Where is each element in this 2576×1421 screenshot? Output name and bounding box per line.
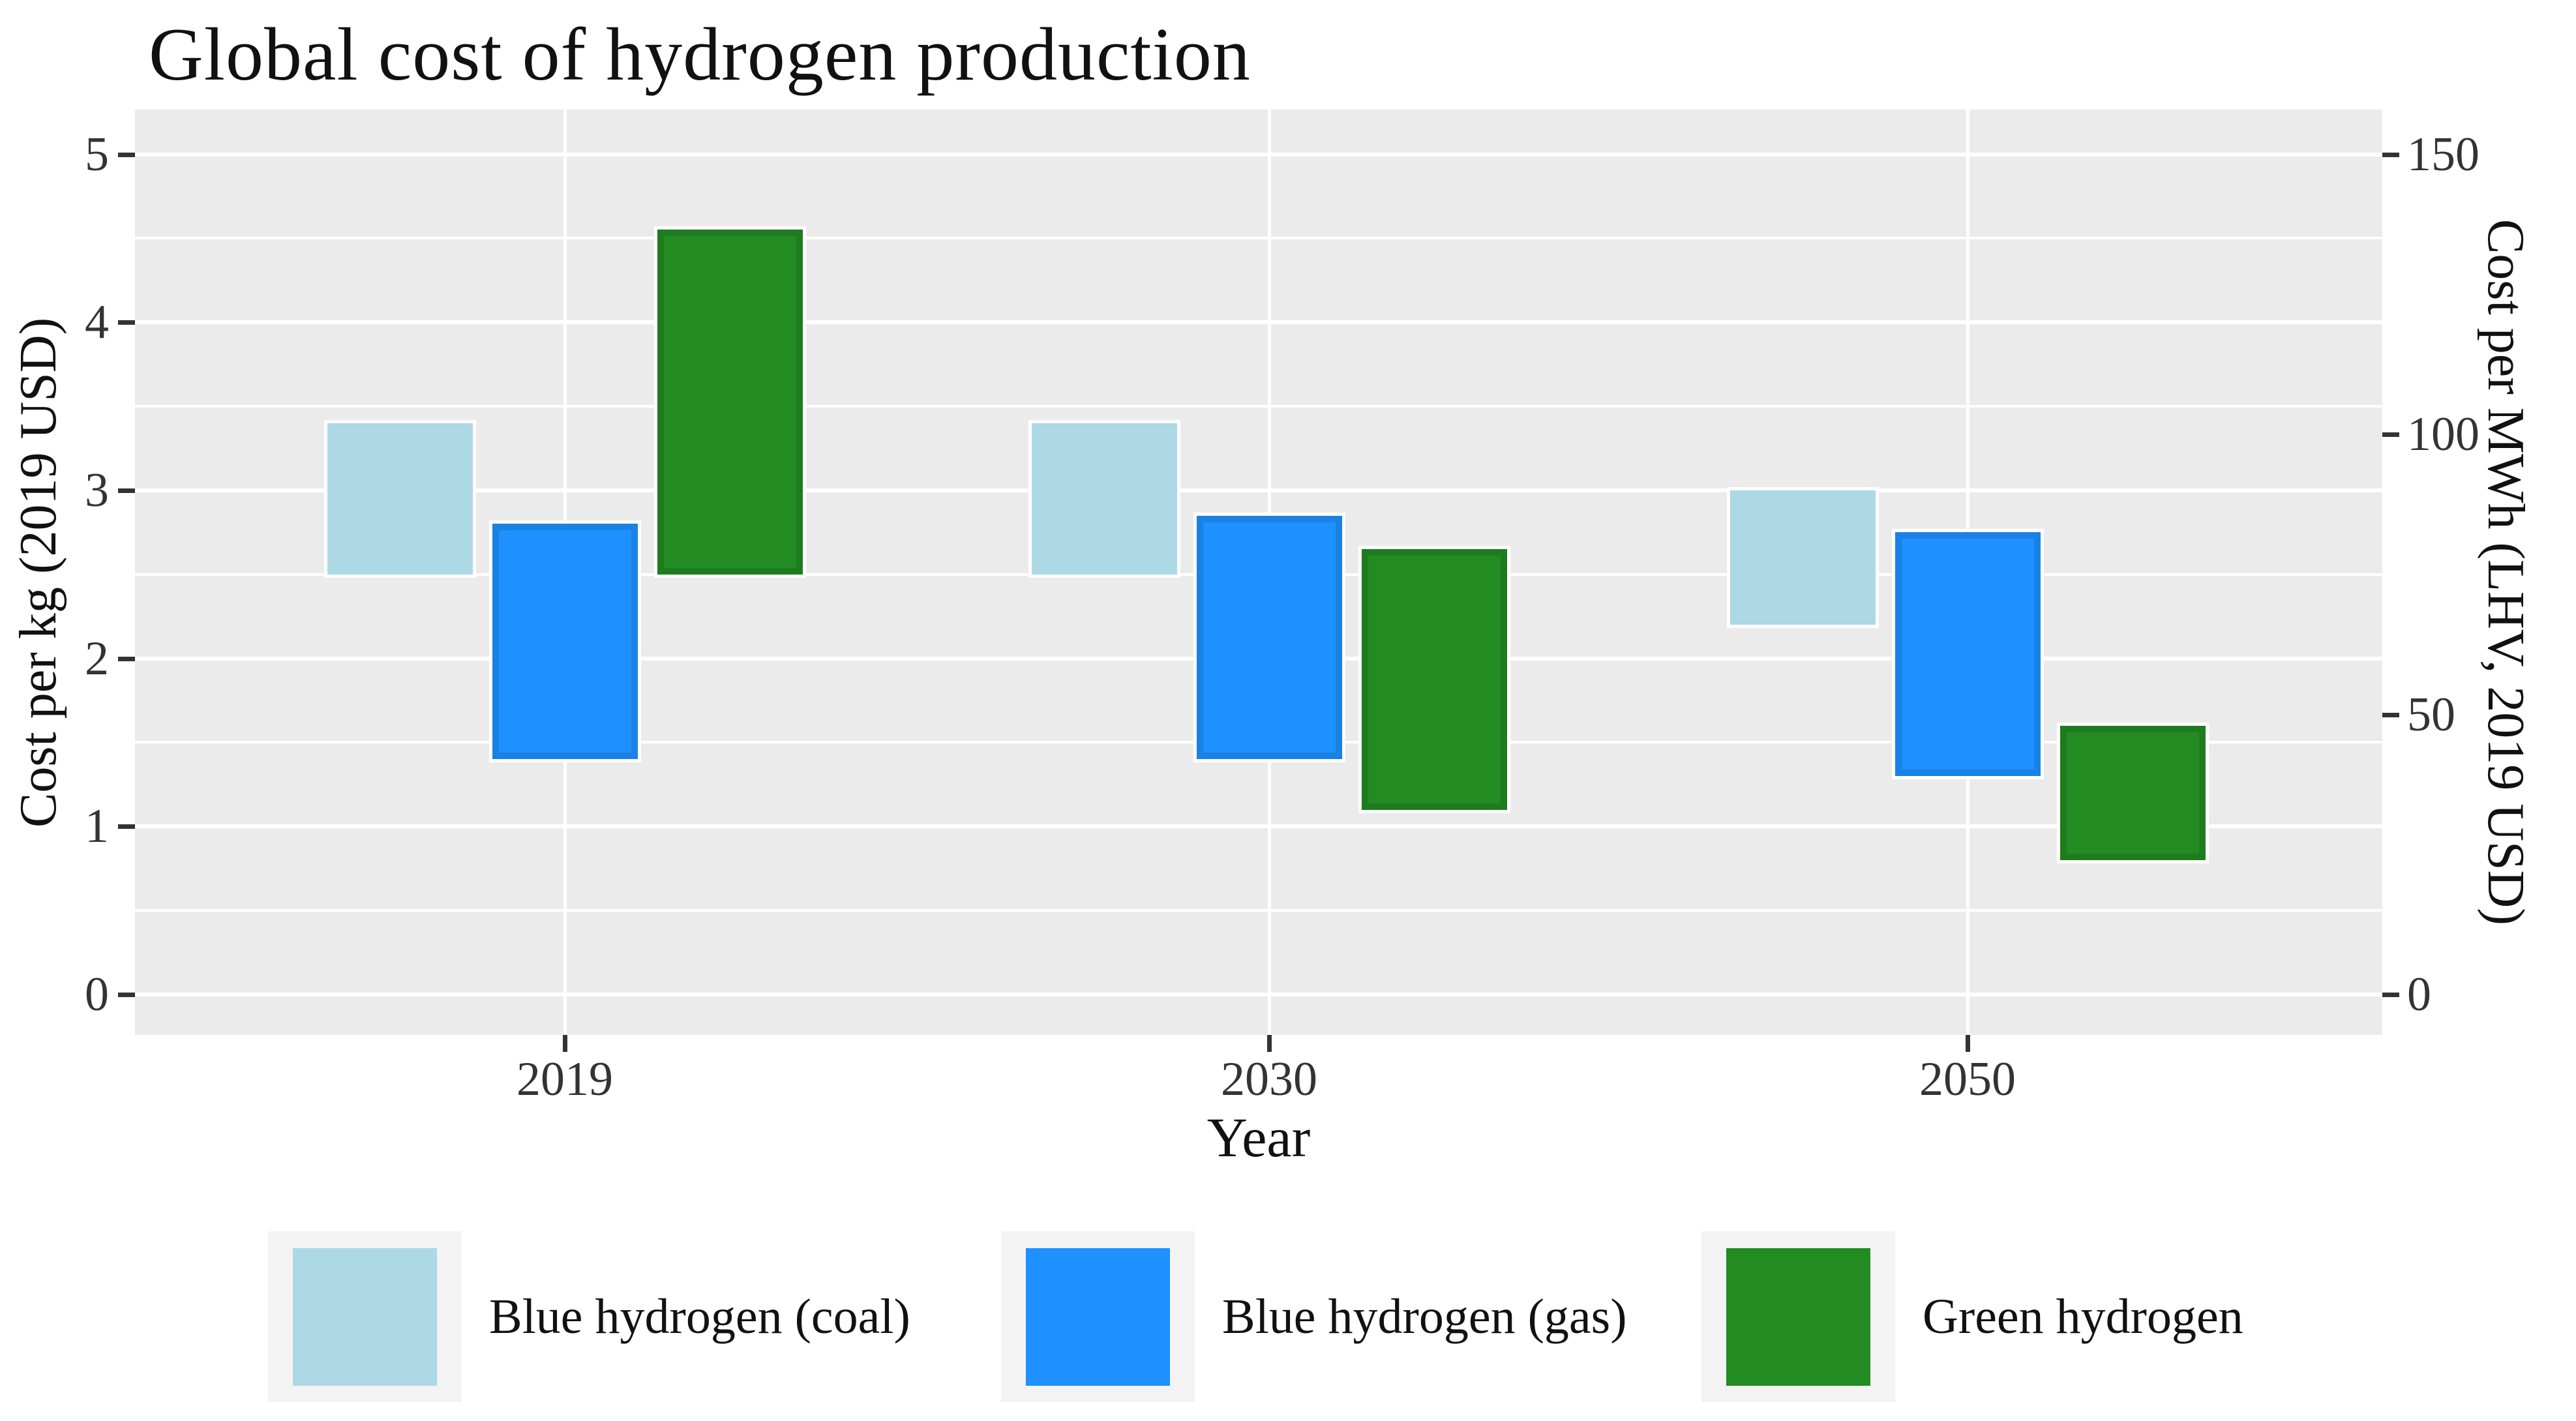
legend-key <box>268 1231 462 1402</box>
legend-key <box>1001 1231 1195 1402</box>
gridline-y-5 <box>135 152 2382 157</box>
left-tick-2 <box>118 656 135 661</box>
left-tick-label-1: 1 <box>85 800 109 854</box>
bar-2050-blue-hydrogen-gas <box>1895 532 2041 776</box>
bar-2030-green-hydrogen <box>1361 549 1507 810</box>
x-axis-title: Year <box>1206 1106 1311 1169</box>
plot-panel <box>135 110 2382 1035</box>
bar-2050-blue-hydrogen-coal <box>1730 490 1876 625</box>
x-tick-2030 <box>1267 1035 1272 1052</box>
right-tick-100 <box>2382 432 2399 437</box>
gridline-y-minor-3.5 <box>135 405 2382 408</box>
legend-item-blue-hydrogen-coal: Blue hydrogen (coal) <box>268 1231 910 1402</box>
legend-label: Blue hydrogen (gas) <box>1222 1289 1627 1344</box>
bar-2019-green-hydrogen <box>657 230 803 575</box>
left-tick-label-2: 2 <box>85 631 109 685</box>
x-tick-2050 <box>1966 1035 1970 1052</box>
right-tick-0 <box>2382 993 2399 997</box>
gridline-y-1 <box>135 824 2382 829</box>
gridline-y-minor-4.5 <box>135 237 2382 240</box>
left-tick-1 <box>118 824 135 830</box>
legend-item-green-hydrogen: Green hydrogen <box>1701 1231 2243 1402</box>
right-tick-label-150: 150 <box>2407 127 2479 181</box>
legend-swatch <box>1026 1248 1170 1386</box>
legend-swatch <box>1726 1248 1870 1386</box>
gridline-y-4 <box>135 320 2382 325</box>
bar-2050-green-hydrogen <box>2059 725 2206 860</box>
legend-key <box>1701 1231 1895 1402</box>
left-tick-label-3: 3 <box>85 463 109 517</box>
legend-item-blue-hydrogen-gas: Blue hydrogen (gas) <box>1001 1231 1627 1402</box>
bar-2030-blue-hydrogen-gas <box>1196 515 1342 760</box>
left-tick-0 <box>118 993 135 997</box>
right-tick-150 <box>2382 152 2399 157</box>
bar-2019-blue-hydrogen-gas <box>492 524 638 760</box>
right-tick-label-100: 100 <box>2407 408 2479 461</box>
gridline-y-3 <box>135 488 2382 492</box>
x-tick-label-2050: 2050 <box>1919 1053 2016 1106</box>
gridline-y-minor-0.5 <box>135 909 2382 912</box>
legend-label: Green hydrogen <box>1923 1289 2243 1344</box>
right-tick-label-0: 0 <box>2407 968 2431 1021</box>
left-tick-label-4: 4 <box>85 295 109 350</box>
bar-2030-blue-hydrogen-coal <box>1031 423 1177 575</box>
chart-title: Global cost of hydrogen production <box>149 13 1251 97</box>
x-tick-label-2019: 2019 <box>517 1053 613 1106</box>
right-tick-label-50: 50 <box>2407 687 2455 741</box>
left-tick-3 <box>118 488 135 493</box>
left-tick-4 <box>118 320 135 325</box>
gridline-y-0 <box>135 993 2382 996</box>
bar-2019-blue-hydrogen-coal <box>327 423 473 575</box>
legend-swatch <box>293 1248 437 1386</box>
left-tick-label-0: 0 <box>85 968 109 1021</box>
x-tick-2019 <box>563 1035 567 1052</box>
left-axis-title: Cost per kg (2019 USD) <box>10 317 67 828</box>
right-axis-title: Cost per MWh (LHV, 2019 USD) <box>2477 219 2534 925</box>
x-tick-label-2030: 2030 <box>1221 1053 1317 1106</box>
legend-label: Blue hydrogen (coal) <box>489 1289 910 1344</box>
right-tick-50 <box>2382 712 2399 717</box>
left-tick-label-5: 5 <box>85 127 109 181</box>
left-tick-5 <box>118 152 135 157</box>
